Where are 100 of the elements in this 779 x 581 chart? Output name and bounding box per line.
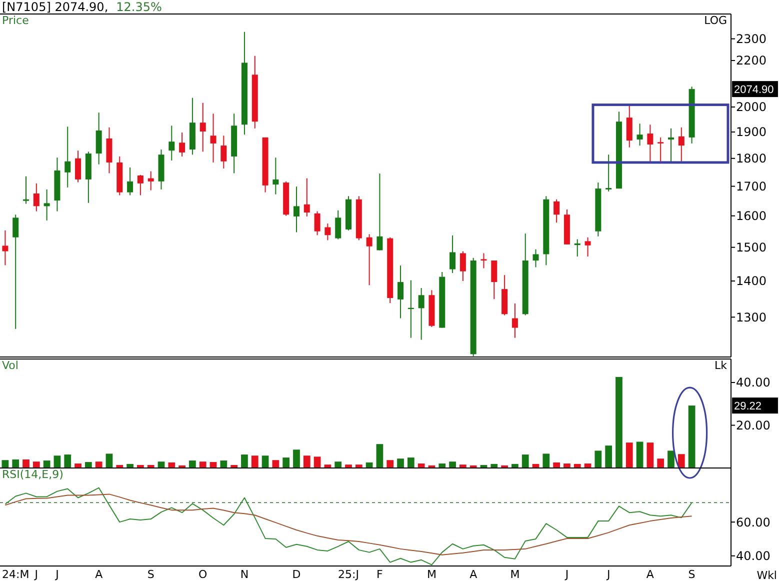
- bar: [74, 464, 82, 468]
- candlestick: [314, 210, 320, 236]
- candlestick: [324, 223, 331, 241]
- line-series: [4, 487, 692, 566]
- bar: [626, 442, 633, 468]
- x-tick-label: M: [426, 568, 436, 581]
- bar: [646, 442, 654, 468]
- y-tick-label: 40.00: [736, 549, 770, 564]
- bar: [12, 459, 20, 468]
- x-tick-label: J: [54, 568, 59, 581]
- bar: [542, 454, 550, 468]
- bar: [314, 456, 321, 468]
- bar: [376, 444, 384, 468]
- x-tick-label: M: [510, 568, 520, 581]
- x-tick-label: N: [240, 568, 249, 581]
- candlestick: [647, 124, 654, 163]
- candlestick: [626, 104, 632, 148]
- x-tick-label: S: [147, 568, 154, 581]
- candlestick: [44, 188, 50, 221]
- candlestick: [606, 154, 612, 192]
- candlestick: [512, 302, 518, 338]
- bar: [272, 460, 280, 468]
- x-tick-label: J: [606, 568, 610, 581]
- candlestick: [532, 248, 539, 268]
- bar: [636, 442, 644, 468]
- y-tick-label: 1900: [736, 125, 767, 140]
- y-tick-label: 1300: [736, 310, 767, 324]
- chart-title: [N7105] 2074.90,: [2, 0, 108, 14]
- bar: [594, 450, 602, 468]
- bar: [84, 462, 92, 468]
- bar: [564, 464, 570, 468]
- candlestick: [398, 265, 404, 319]
- bar: [189, 460, 196, 468]
- candlestick: [137, 174, 144, 196]
- text: Lk: [714, 359, 728, 372]
- bar: [418, 464, 425, 468]
- bar: [449, 462, 456, 468]
- candlestick: [168, 125, 175, 162]
- candlestick: [64, 126, 71, 188]
- y-tick-label: 1700: [736, 179, 767, 194]
- candlestick: [376, 173, 383, 251]
- candlestick: [418, 288, 424, 340]
- candlestick: [200, 102, 206, 152]
- bar: [678, 454, 685, 468]
- bar: [303, 456, 310, 468]
- candlestick: [584, 236, 591, 258]
- x-tick-label: A: [646, 568, 654, 581]
- candlestick: [2, 230, 8, 266]
- candlestick: [554, 198, 560, 224]
- candlestick: [23, 176, 30, 204]
- candlestick: [574, 238, 580, 258]
- x-tick-label: 25:J: [338, 568, 359, 581]
- y-tick-label: 1800: [736, 152, 767, 166]
- candlestick: [179, 132, 186, 157]
- bar: [438, 464, 446, 468]
- candlestick: [127, 166, 134, 196]
- candlestick: [12, 214, 19, 330]
- x-tick-label: J: [34, 568, 38, 581]
- y-tick-label: 2200: [736, 54, 767, 68]
- candlestick: [75, 150, 82, 183]
- x-axis-title: Wkl: [756, 569, 777, 581]
- y-tick-label: 1600: [736, 209, 767, 224]
- chart-subtitle: 12.35%: [116, 0, 162, 14]
- bar: [397, 458, 404, 468]
- candlestick: [366, 234, 372, 286]
- y-tick-label: 1500: [736, 240, 767, 255]
- bar: [688, 406, 696, 468]
- candlestick: [491, 260, 498, 300]
- bar: [199, 462, 206, 468]
- candlestick: [96, 112, 102, 165]
- y-tick-label: 1400: [736, 274, 767, 288]
- bar: [293, 450, 300, 468]
- bar: [657, 458, 664, 468]
- bar: [168, 462, 176, 468]
- x-tick-label: S: [688, 568, 696, 581]
- bar: [262, 456, 269, 468]
- candlestick: [658, 136, 664, 162]
- bar: [220, 460, 228, 468]
- candlestick: [106, 126, 112, 174]
- bar: [605, 446, 612, 468]
- x-tick-label: 24:M: [2, 568, 30, 581]
- x-tick-label: A: [470, 568, 478, 581]
- candlestick: [210, 113, 216, 163]
- bar: [32, 462, 40, 468]
- y-tick-label: 60.00: [736, 515, 770, 530]
- line-series: [4, 494, 692, 556]
- bar: [64, 454, 72, 468]
- y-tick-label: 40.00: [736, 376, 770, 390]
- bar: [334, 462, 342, 468]
- candlestick: [668, 128, 674, 163]
- bar: [251, 456, 258, 468]
- x-tick-label: O: [198, 568, 208, 581]
- candlestick: [33, 182, 40, 212]
- y-tick-label: 2000: [736, 100, 767, 114]
- candlestick: [335, 210, 342, 240]
- candlestick: [220, 135, 227, 170]
- candlestick: [460, 250, 466, 282]
- bar: [553, 462, 560, 468]
- candlestick: [450, 234, 456, 274]
- x-tick-label: J: [564, 568, 569, 581]
